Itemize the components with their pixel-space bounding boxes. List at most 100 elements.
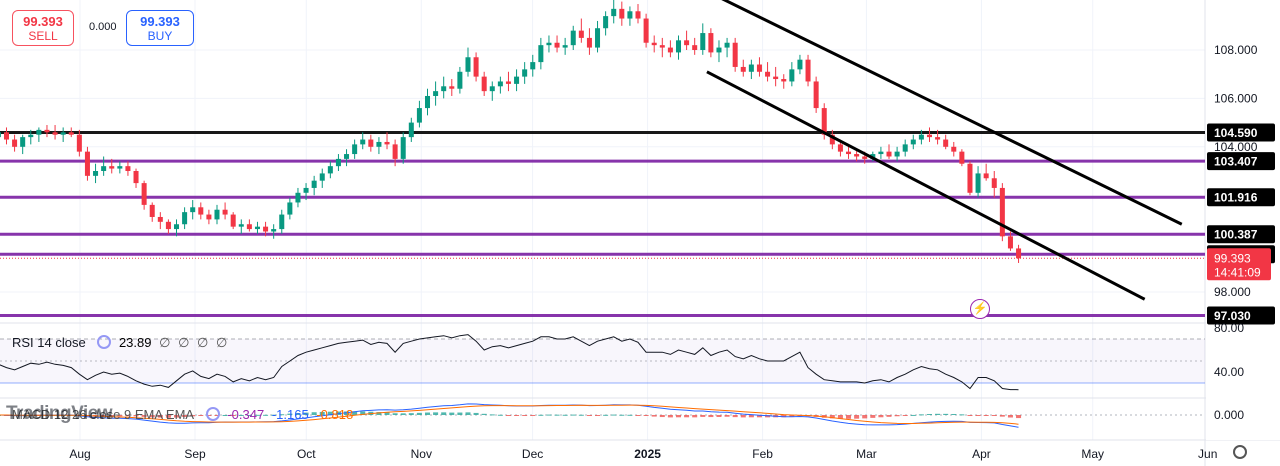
macd-histogram-bar xyxy=(789,415,795,417)
candle-body xyxy=(789,69,795,82)
price-tick-label: 106.000 xyxy=(1214,91,1258,105)
macd-histogram-bar xyxy=(254,414,260,416)
indicator-settings-icon[interactable] xyxy=(97,335,112,349)
candle-body xyxy=(238,224,244,227)
macd-histogram-bar xyxy=(149,415,155,418)
macd-histogram-bar xyxy=(522,415,528,416)
macd-histogram-bar xyxy=(724,415,730,417)
macd-histogram-bar xyxy=(133,415,139,417)
candle-body xyxy=(829,134,835,145)
macd-histogram-bar xyxy=(910,414,916,416)
candle-body xyxy=(692,45,698,50)
macd-histogram-bar xyxy=(692,415,698,418)
candle-body xyxy=(84,151,90,176)
macd-histogram-bar xyxy=(125,415,131,417)
macd-histogram-bar xyxy=(918,414,924,416)
candle-body xyxy=(449,86,455,89)
candle-body xyxy=(174,224,180,230)
candle-body xyxy=(60,132,66,135)
price-axis[interactable]: 108.000 106.000 104.000 98.000 104.590 103.40… xyxy=(1206,0,1280,440)
level-price-label: 103.407 xyxy=(1214,155,1258,169)
macd-histogram-bar xyxy=(263,414,269,416)
macd-legend-name: MACD 12 26 close 9 EMA EMA xyxy=(12,407,195,422)
macd-histogram-bar xyxy=(886,415,892,417)
candle-body xyxy=(578,30,584,38)
candle-body xyxy=(384,141,390,145)
candle-body xyxy=(603,16,609,29)
candle-body xyxy=(433,91,439,96)
current-price-label: 99.393 xyxy=(1214,251,1251,265)
macd-histogram-bar xyxy=(360,411,366,415)
countdown-label: 14:41:09 xyxy=(1214,265,1261,279)
macd-histogram-bar xyxy=(198,415,204,416)
candle-body xyxy=(740,66,746,72)
sell-button[interactable]: 99.393 SELL xyxy=(12,10,74,46)
level-price-tag xyxy=(1207,306,1275,325)
candle-body xyxy=(983,173,989,179)
candle-body xyxy=(141,183,147,205)
macd-signal-line xyxy=(0,404,1019,425)
macd-histogram-bar xyxy=(781,415,787,418)
macd-legend-v2: -1.165 xyxy=(271,407,309,422)
candle-body xyxy=(222,209,228,215)
level-price-label: 104.590 xyxy=(1214,126,1258,140)
candle-body xyxy=(0,132,1,138)
candle-body xyxy=(68,132,74,135)
time-tick-label: Oct xyxy=(297,447,316,461)
candle-body xyxy=(287,202,293,215)
macd-histogram-bar xyxy=(635,415,641,416)
level-price-tag xyxy=(1207,188,1275,207)
candle-body xyxy=(805,59,811,82)
macd-histogram-bar xyxy=(951,413,957,415)
macd-histogram-bar xyxy=(141,415,147,417)
macd-legend[interactable]: MACD 12 26 close 9 EMA EMA -0.347 -1.165… xyxy=(12,407,357,422)
macd-histogram-bar xyxy=(700,415,706,417)
candle-body xyxy=(182,212,188,225)
candle-body xyxy=(854,154,860,157)
rsi-legend-name: RSI 14 close xyxy=(12,335,86,350)
candle-body xyxy=(773,76,779,80)
price-axis-bg xyxy=(1206,0,1280,440)
indicator-settings-icon[interactable] xyxy=(205,407,220,421)
candle-body xyxy=(813,81,819,109)
macd-histogram-bar xyxy=(489,414,495,416)
time-tick-label: Nov xyxy=(411,447,432,461)
candle-body xyxy=(254,226,260,230)
flash-icon[interactable]: ⚡ xyxy=(970,299,990,319)
candle-body xyxy=(926,134,932,138)
candle-body xyxy=(327,166,333,174)
candle-body xyxy=(894,151,900,157)
candle-body xyxy=(344,154,350,159)
buy-button[interactable]: 99.393 BUY xyxy=(126,10,194,46)
chart-settings-icon[interactable] xyxy=(1233,445,1247,459)
candle-body xyxy=(392,144,398,159)
macd-histogram-bar xyxy=(376,412,382,415)
candle-body xyxy=(230,214,236,227)
macd-histogram-bar xyxy=(870,415,876,418)
candle-body xyxy=(368,139,374,147)
time-tick-label: Sep xyxy=(184,447,206,461)
candle-body xyxy=(352,144,358,155)
macd-histogram-bar xyxy=(578,414,584,416)
level-price-tag xyxy=(1207,152,1275,171)
price-tick-label: 98.000 xyxy=(1214,285,1251,299)
candle-body xyxy=(101,166,107,171)
candle-body xyxy=(295,192,301,203)
macd-histogram-bar xyxy=(627,414,633,416)
macd-histogram-bar xyxy=(740,415,746,418)
candle-body xyxy=(190,207,196,213)
macd-histogram-bar xyxy=(935,413,941,415)
time-axis[interactable]: Aug Sep Oct Nov Dec 2025 Feb Mar Apr May Jun xyxy=(69,447,1217,461)
candle-body xyxy=(489,86,495,92)
rsi-legend-extra: ∅ xyxy=(178,335,190,350)
candle-body xyxy=(514,76,520,84)
candle-body xyxy=(781,79,787,82)
candle-body xyxy=(732,42,738,67)
macd-histogram-bar xyxy=(109,415,115,417)
candle-body xyxy=(93,171,99,176)
candle-body xyxy=(684,40,690,46)
macd-histogram-bar xyxy=(716,415,722,417)
rsi-legend[interactable]: RSI 14 close 23.89 ∅ ∅ ∅ ∅ xyxy=(12,335,231,351)
candle-body xyxy=(481,76,487,92)
